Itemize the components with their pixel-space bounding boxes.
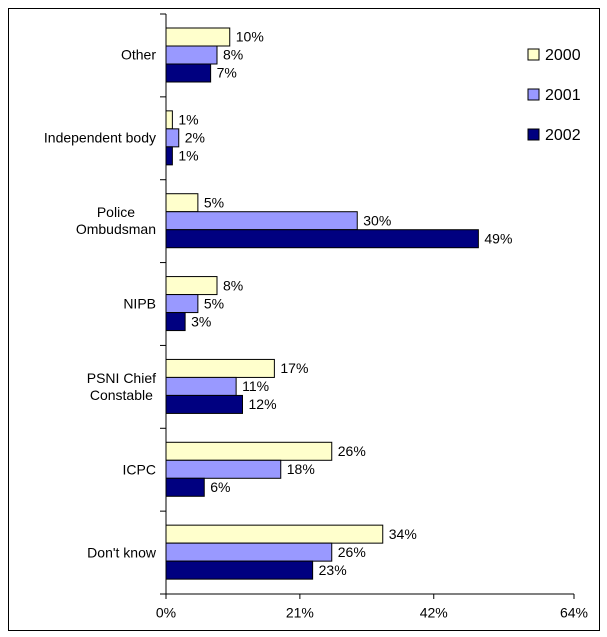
bar <box>165 294 199 314</box>
bar <box>165 394 243 414</box>
y-tick-label: Other <box>120 46 156 63</box>
data-label: 1% <box>178 112 198 128</box>
x-tick-label: 0% <box>156 605 176 621</box>
legend-label: 2001 <box>545 87 581 104</box>
bar <box>165 459 282 479</box>
data-label: 49% <box>484 230 512 246</box>
data-label: 30% <box>363 212 391 228</box>
y-tick-label: PSNI Chief Constable <box>86 369 156 403</box>
data-label: 26% <box>338 544 366 560</box>
y-tick-label: ICPC <box>122 461 156 478</box>
y-tick-label: Don't know <box>87 544 156 561</box>
data-label: 11% <box>242 378 269 394</box>
legend-label: 2002 <box>545 127 581 144</box>
y-tick-label: Independent body <box>43 129 156 146</box>
data-label: 5% <box>204 194 224 210</box>
bar <box>165 358 275 378</box>
x-tick-label: 42% <box>420 605 448 621</box>
bar <box>165 276 218 296</box>
data-label: 1% <box>178 148 198 164</box>
data-label: 18% <box>287 461 315 477</box>
bar <box>165 110 173 130</box>
data-label: 6% <box>210 479 230 495</box>
data-label: 8% <box>223 47 243 63</box>
bar <box>165 376 237 396</box>
x-tick-label: 64% <box>560 605 588 621</box>
bar <box>165 63 212 83</box>
data-label: 26% <box>338 443 366 459</box>
bar <box>165 128 180 148</box>
bar <box>165 193 199 213</box>
y-tick-label: NIPB <box>123 295 156 312</box>
bar <box>165 146 173 166</box>
bar <box>165 211 358 231</box>
data-label: 7% <box>217 65 237 81</box>
data-label: 12% <box>249 396 277 412</box>
data-label: 23% <box>319 562 347 578</box>
data-label: 8% <box>223 277 243 293</box>
frame <box>8 8 600 631</box>
bar <box>165 477 205 497</box>
data-label: 5% <box>204 295 224 311</box>
legend-swatch <box>527 128 540 141</box>
data-label: 34% <box>389 526 417 542</box>
data-label: 2% <box>185 130 205 146</box>
bar <box>165 524 384 544</box>
legend-swatch <box>527 88 540 101</box>
data-label: 17% <box>280 360 308 376</box>
bar <box>165 560 314 580</box>
bar <box>165 229 479 249</box>
legend-label: 2000 <box>545 47 581 64</box>
bar <box>165 27 231 47</box>
data-label: 3% <box>191 313 211 329</box>
bar <box>165 542 333 562</box>
bar <box>165 312 186 332</box>
y-tick-label: Police Ombudsman <box>75 204 156 238</box>
bar <box>165 441 333 461</box>
data-label: 10% <box>236 29 264 45</box>
x-tick-label: 21% <box>286 605 314 621</box>
legend-swatch <box>527 48 540 61</box>
bar <box>165 45 218 65</box>
